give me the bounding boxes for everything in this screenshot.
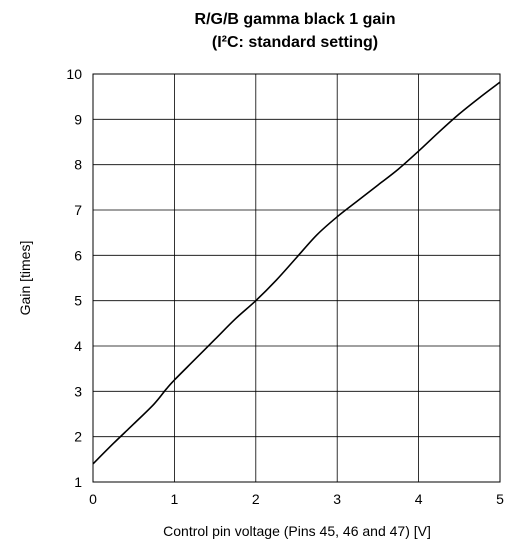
y-tick-label: 6: [74, 247, 82, 263]
x-axis-label: Control pin voltage (Pins 45, 46 and 47)…: [163, 523, 431, 539]
y-tick-label: 4: [74, 338, 82, 354]
x-tick-label: 0: [89, 491, 97, 507]
y-axis-label: Gain [times]: [17, 241, 33, 316]
x-tick-label: 2: [252, 491, 260, 507]
y-tick-label: 3: [74, 383, 82, 399]
grid: [92, 73, 501, 483]
plot-frame: [92, 73, 501, 483]
y-tick-label: 2: [74, 429, 82, 445]
gain-curve: [92, 81, 501, 465]
chart-title-line-1: R/G/B gamma black 1 gain: [195, 11, 396, 28]
y-tick-label: 10: [66, 66, 82, 82]
chart-title-line-2: (I²C: standard setting): [212, 34, 378, 51]
x-tick-label: 3: [333, 491, 341, 507]
y-tick-label: 5: [74, 293, 82, 309]
x-tick-label: 1: [171, 491, 179, 507]
y-tick-label: 9: [74, 111, 82, 127]
y-tick-label: 7: [74, 202, 82, 218]
y-tick-label: 8: [74, 157, 82, 173]
x-tick-label: 4: [415, 491, 423, 507]
x-tick-label: 5: [496, 491, 504, 507]
y-tick-label: 1: [74, 474, 82, 490]
